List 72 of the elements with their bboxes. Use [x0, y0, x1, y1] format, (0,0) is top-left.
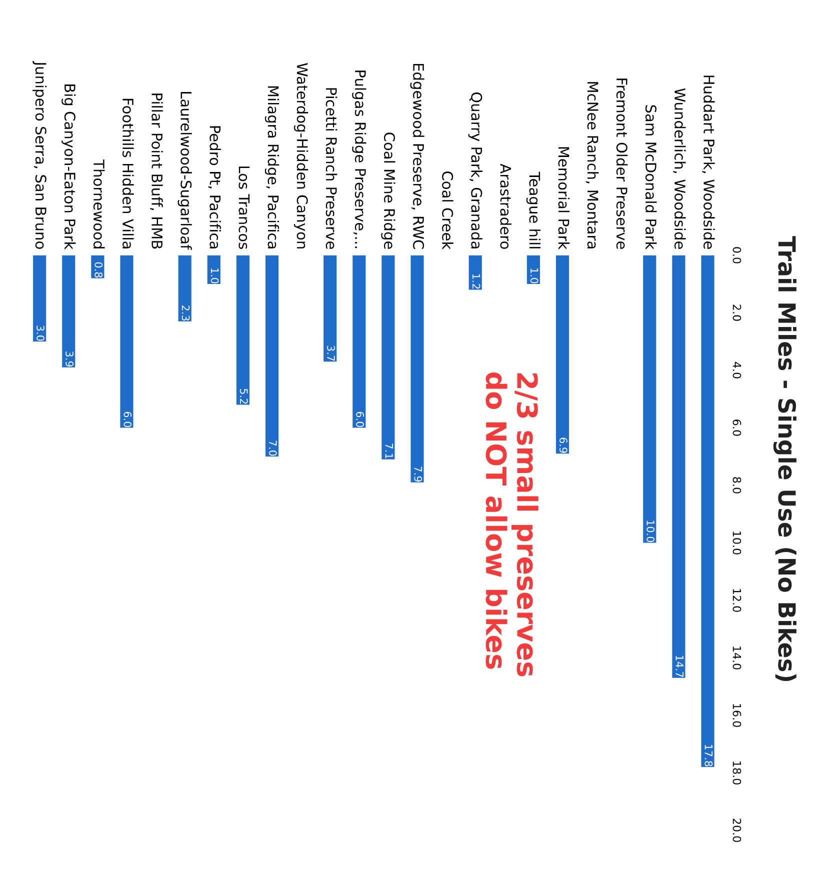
- bar: [33, 255, 46, 342]
- bar: [120, 255, 134, 428]
- bar: [526, 255, 540, 284]
- x-tick-label: Teague hill: [526, 172, 540, 248]
- data-label: 0.8: [94, 262, 103, 278]
- annotation: 2/3 small preserves do NOT allow bikes: [486, 372, 538, 676]
- x-tick-label: Memorial Park: [558, 147, 570, 250]
- x-tick-label: Arastradero: [500, 164, 512, 249]
- data-label: 7.9: [414, 466, 422, 482]
- x-tick-label: Milagra Ridge, Pacifica: [264, 86, 280, 248]
- bar: [672, 255, 686, 678]
- y-tick-label: 4.0: [732, 362, 742, 378]
- x-tick-label: Sam McDonald Park: [645, 105, 657, 250]
- x-tick-label: Fremont Older Preserve: [616, 78, 628, 249]
- x-tick-label: Los Trancos: [238, 166, 250, 249]
- x-tick-label: Laurelwood-Sugarloaf: [178, 92, 192, 250]
- x-tick-label: Pedro Pt, Pacifica: [208, 126, 221, 248]
- bar: [468, 255, 482, 290]
- bar: [62, 255, 76, 368]
- x-tick-label: Quarry Park, Granada: [468, 92, 482, 248]
- data-label: 3.0: [36, 326, 44, 341]
- data-label: 5.2: [240, 388, 248, 404]
- bar: [643, 255, 656, 543]
- data-label: 7.1: [385, 444, 393, 458]
- bar: [324, 255, 337, 362]
- x-tick-label: Huddart Park, Woodside: [702, 76, 715, 249]
- data-label: 1.0: [530, 268, 538, 284]
- y-tick-label: 8.0: [732, 477, 742, 494]
- bar: [178, 255, 192, 322]
- data-label: 1.0: [210, 268, 219, 284]
- data-label: 3.9: [66, 352, 74, 367]
- data-label: 14.7: [676, 656, 684, 678]
- x-tick-label: Pillar Point Bluff, HMB: [150, 94, 163, 249]
- data-label: 6.0: [356, 412, 364, 428]
- x-tick-label: Foothills Hidden Villa: [122, 98, 134, 248]
- data-label: 10.0: [646, 520, 655, 542]
- data-label: 17.8: [704, 744, 713, 766]
- y-tick-label: 16.0: [732, 704, 742, 727]
- bar: [265, 255, 279, 456]
- data-label: 3.7: [327, 346, 335, 361]
- data-label: 7.0: [268, 440, 277, 456]
- bar: [382, 255, 395, 460]
- x-tick-label: McNee Ranch, Montara: [586, 82, 599, 248]
- data-label: 6.9: [559, 438, 568, 453]
- x-tick-label: Picetti Ranch Preserve: [326, 88, 338, 249]
- y-tick-label: 0.0: [732, 247, 742, 264]
- y-tick-label: 18.0: [732, 762, 742, 784]
- x-tick-label: Waterdog-Hidden Canyon: [294, 63, 308, 248]
- y-tick-label: 2.0: [732, 304, 742, 321]
- x-tick-label: Thornewood: [93, 160, 105, 248]
- x-tick-label: Junipero Serra, San Bruno: [32, 60, 47, 249]
- bar: [701, 255, 714, 768]
- x-tick-label: Coal Mine Ridge: [381, 132, 396, 249]
- y-tick-label: 20.0: [732, 818, 742, 842]
- bar: [236, 255, 250, 405]
- x-tick-label: Wunderlich, Woodside: [672, 88, 686, 249]
- x-tick-label: Coal Creek: [442, 172, 454, 250]
- y-tick-label: 14.0: [732, 646, 742, 670]
- y-tick-label: 6.0: [732, 420, 742, 436]
- bar: [410, 255, 424, 482]
- data-label: 6.0: [124, 412, 132, 428]
- bar: [352, 255, 366, 428]
- y-tick-label: 10.0: [732, 532, 742, 554]
- bar: [207, 255, 220, 284]
- x-tick-label: Pulgas Ridge Preserve,...: [352, 70, 366, 248]
- y-tick-label: 12.0: [732, 589, 742, 612]
- bar: [556, 255, 570, 454]
- text: Trail Miles - Single Use (No Bikes): [773, 236, 796, 682]
- data-label: 2.3: [182, 306, 190, 321]
- x-tick-label: Edgewood Preserve, RWC: [410, 64, 424, 249]
- x-tick-label: Big Canyon-Eaton Park: [62, 84, 76, 250]
- data-label: 1.2: [472, 274, 480, 289]
